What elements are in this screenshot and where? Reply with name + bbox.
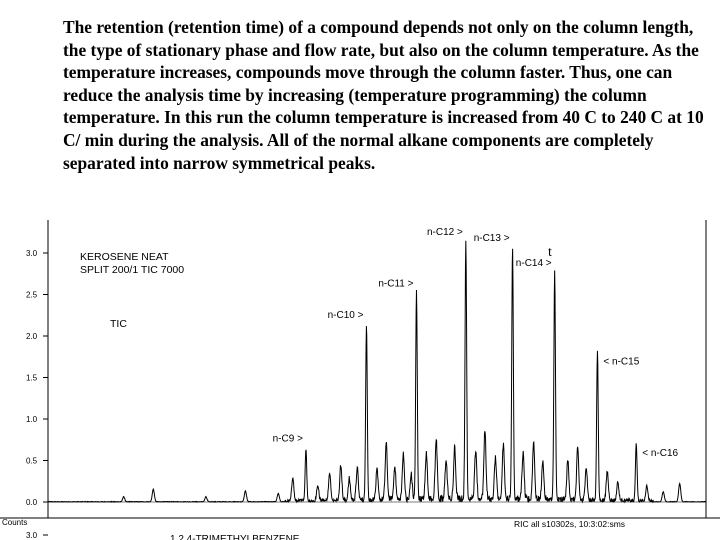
- chart-footer: RIC all s10302s, 10:3:02:sms 3.0 1,2,4-TRI…: [26, 519, 625, 540]
- y-tick-label: 2.0: [26, 332, 38, 341]
- peak-label: n-C13 >: [474, 233, 510, 244]
- y-tick-label: 1.5: [26, 374, 38, 383]
- y-tick-label: 3.0: [26, 249, 38, 258]
- y-tick-label: 2.5: [26, 291, 38, 300]
- header-line-1: KEROSENE NEAT: [80, 251, 169, 263]
- peak-label: n-C12 >: [427, 227, 463, 238]
- tic-trace: [47, 240, 707, 504]
- y-tick-label: 0.0: [26, 498, 38, 507]
- peak-label: n-C14 >: [516, 258, 552, 269]
- stray-mark: t: [548, 245, 552, 260]
- peak-label: < n-C16: [642, 448, 678, 459]
- peak-label: n-C11 >: [378, 279, 413, 290]
- y-axis-title: Counts: [2, 518, 27, 527]
- y-axis: 3.0 2.5 2.0 1.5 1.0 0.5 0.0 Counts: [2, 249, 48, 527]
- caption-text: The retention (retention time) of a comp…: [63, 17, 704, 173]
- y-tick-label: 1.0: [26, 415, 38, 424]
- peak-label: < n-C15: [603, 357, 639, 368]
- peak-label: n-C10 >: [328, 310, 364, 321]
- bottom-compound-label: 1,2,4-TRIMETHYLBENZENE: [170, 534, 300, 540]
- peak-labels: n-C9 > n-C10 > n-C11 > n-C12 > n-C13 > n-C14 …: [273, 227, 679, 459]
- trace-label: TIC: [110, 318, 127, 330]
- bottom-tick-label: 3.0: [26, 531, 38, 540]
- chromatogram-chart: 3.0 2.5 2.0 1.5 1.0 0.5 0.0 Counts KEROSENE NEA…: [0, 220, 720, 540]
- y-tick-label: 0.5: [26, 457, 38, 466]
- footer-text: RIC all s10302s, 10:3:02:sms: [514, 519, 625, 529]
- peak-label: n-C9 >: [273, 434, 303, 445]
- header-line-2: SPLIT 200/1 TIC 7000: [80, 264, 184, 276]
